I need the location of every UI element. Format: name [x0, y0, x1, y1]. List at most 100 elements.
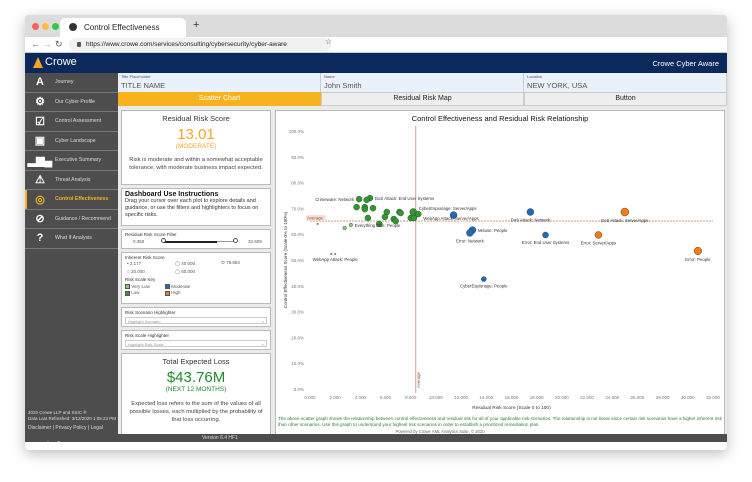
scenario-highlighter-panel: Risk Scenario Highlighter Highlight Scen…	[121, 307, 271, 327]
slider-handle-min[interactable]	[161, 238, 166, 243]
sidebar-item-executive-summary[interactable]: ▂▆▄ Executive Summary	[25, 151, 118, 171]
globe-icon	[69, 23, 77, 31]
scatter-point	[466, 229, 474, 237]
inherent-title: Inherent Risk Score	[125, 255, 165, 260]
reload-icon[interactable]: ↻	[55, 39, 63, 49]
browser-tab[interactable]: Control Effectiveness	[60, 18, 186, 37]
x-tick-label: 24.000	[605, 395, 619, 400]
y-tick-label: 90.0%	[291, 155, 304, 160]
field-title[interactable]: Title Placeholder TITLE NAME	[118, 73, 321, 92]
x-tick-label: 2.000	[330, 395, 342, 400]
field-location[interactable]: Location NEW YORK, USA	[524, 73, 727, 92]
y-tick-label: 10.0%	[291, 361, 304, 366]
residual-value: 13.01	[177, 126, 215, 143]
field-label: Title Placeholder	[121, 74, 151, 79]
sidebar-item-label: Our Cyber Profile	[55, 98, 96, 105]
sidebar-item-journey[interactable]: A Journey	[25, 73, 118, 93]
residual-desc: Risk is moderate and within a somewhat a…	[129, 157, 263, 171]
sidebar-item-our-cyber-profile[interactable]: ⚙ Our Cyber Profile	[25, 93, 118, 112]
data-refreshed: Data Last Refreshed: 3/12/2020 1:05:23 P…	[28, 416, 117, 421]
x-tick-label: 12.000	[454, 395, 468, 400]
placeholder: Highlight Scenario	[128, 319, 161, 324]
y-tick-label: 80.0%	[291, 181, 304, 186]
brand-title: Crowe Cyber Aware	[652, 59, 719, 68]
slider-handle-max[interactable]	[233, 238, 238, 243]
filter-min: 0.350	[133, 239, 145, 244]
x-tick-label: 26.000	[631, 395, 645, 400]
loss-value: $43.76M	[166, 369, 226, 386]
crowe-logo[interactable]: Crowe	[33, 56, 77, 68]
bookmark-star-icon[interactable]: ☆	[325, 37, 333, 46]
size-legend-value: 2.177	[129, 261, 142, 266]
point-label: CyberEspionage: Server/Apps	[419, 206, 477, 211]
app: Crowe Crowe Cyber Aware A Journey ⚙ Our Cyb…	[25, 53, 727, 450]
scatter-point	[397, 209, 404, 217]
sidebar-item-threat-analysis[interactable]: ⚠ Threat Analysis	[25, 171, 118, 190]
tab-residual-risk-map[interactable]: Residual Risk Map	[321, 92, 524, 106]
risk-key-label: High	[171, 290, 181, 296]
chart-title: Control Effectiveness and Residual Risk …	[412, 114, 589, 123]
scatter-point	[693, 246, 702, 255]
app-header: Crowe Crowe Cyber Aware	[25, 53, 727, 73]
risk-key-item: Moderate	[165, 284, 225, 290]
x-tick-label: 8.000	[405, 395, 417, 400]
forward-icon[interactable]: →	[43, 39, 52, 49]
scale-highlighter-panel: Risk Scale Highlighter Highlight Risk Sc…	[121, 330, 271, 350]
instructions-text: Drag your cursor over each plot to explo…	[125, 198, 259, 218]
sidebar-item-control-assessment[interactable]: ☑ Control Assessment	[25, 112, 118, 132]
scatter-point	[449, 211, 458, 219]
browser-tab-bar: Control Effectiveness +	[25, 15, 727, 37]
sidebar-item-guidance-recommend[interactable]: ⊘ Guidance / Recommend	[25, 210, 118, 229]
sidebar-item-cyber-landscape[interactable]: ▣ Cyber Landscape	[25, 132, 118, 151]
checkbox-icon: ☑	[35, 115, 45, 128]
instructions-title: Dashboard Use Instructions	[125, 191, 219, 198]
x-tick-label: 28.000	[656, 395, 670, 400]
point-label: Error: Server/Apps	[581, 240, 617, 245]
scatter-chart: Control Effectiveness and Residual Risk …	[283, 114, 720, 411]
maximize-window-button[interactable]	[52, 23, 59, 30]
y-axis-label: Control Effectiveness Score (Scale 0% to…	[283, 211, 288, 308]
scatter-point	[355, 195, 363, 203]
loss-desc: Expected loss refers to the sum of the v…	[129, 401, 263, 423]
tab-scatter-chart[interactable]: Scatter Chart	[118, 92, 321, 106]
sidebar-item-control-effectiveness[interactable]: ◎ Control Effectiveness	[25, 190, 118, 210]
range-slider-track[interactable]	[163, 241, 235, 243]
risk-key-item: Very Low	[125, 284, 165, 290]
residual-title: Residual Risk Score	[162, 114, 230, 123]
back-icon[interactable]: ←	[31, 39, 40, 49]
url-input[interactable]: https://www.crowe.com/services/consultin…	[69, 38, 331, 51]
field-name[interactable]: Name John Smith	[321, 73, 524, 92]
tab-title: Control Effectiveness	[84, 23, 160, 32]
new-tab-button[interactable]: +	[193, 19, 200, 31]
sidebar-crowe-logo: Crowe	[43, 440, 81, 450]
scatter-point	[369, 204, 377, 212]
field-label: Name	[324, 74, 335, 79]
sidebar-item-label: Threat Analysis	[55, 176, 91, 183]
tab-button[interactable]: Button	[524, 92, 727, 106]
footer-links[interactable]: Disclaimer | Privacy Policy | Legal	[28, 425, 103, 431]
scatter-point	[594, 231, 603, 239]
close-window-button[interactable]	[32, 23, 39, 30]
warning-icon: ⚠	[35, 174, 45, 187]
minimize-window-button[interactable]	[42, 23, 49, 30]
version: Version 6.4 HF1	[202, 435, 238, 441]
compass-icon: ⊘	[35, 213, 45, 226]
field-value: NEW YORK, USA	[527, 81, 588, 90]
point-label: Error: People	[685, 257, 711, 262]
scenario-highlighter-input[interactable]: Highlight Scenario ⌕	[125, 317, 267, 324]
point-label: DoS Attack: End User Systems	[375, 196, 434, 201]
url-text: https://www.crowe.com/services/consultin…	[86, 41, 287, 48]
residual-risk-panel: Residual Risk Score 13.01 (MODERATE) Ris…	[121, 110, 271, 185]
scale-highlighter-input[interactable]: Highlight Risk Scale ⌕	[125, 340, 267, 347]
sidebar-item-label: Control Assessment	[55, 118, 102, 125]
powered-by: Powered by Crowe AML Analytics Suite, © …	[395, 429, 485, 434]
sidebar-item-what-if-analysis[interactable]: ? What If Analysis	[25, 229, 118, 249]
sidebar-item-label: Executive Summary	[55, 157, 102, 164]
x-tick-label: 22.000	[580, 395, 594, 400]
y-tick-label: 60.0%	[291, 232, 304, 237]
scatter-point	[410, 214, 418, 222]
lock-icon	[77, 42, 81, 47]
x-tick-label: 16.000	[505, 395, 519, 400]
scatter-point	[526, 208, 535, 216]
average-x-label: Average	[416, 371, 421, 388]
